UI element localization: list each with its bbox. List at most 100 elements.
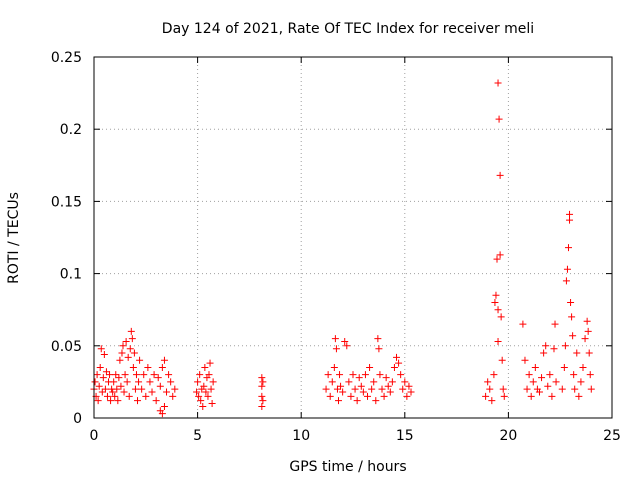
data-point bbox=[484, 378, 492, 386]
data-point bbox=[258, 374, 266, 382]
data-point bbox=[349, 371, 357, 379]
data-point bbox=[357, 382, 365, 390]
data-point bbox=[134, 397, 142, 405]
y-tick-label: 0.15 bbox=[51, 194, 82, 210]
data-point bbox=[584, 327, 592, 335]
data-point bbox=[382, 374, 390, 382]
data-point bbox=[523, 385, 531, 393]
data-point bbox=[121, 371, 129, 379]
data-point bbox=[158, 363, 166, 371]
data-point bbox=[359, 388, 367, 396]
data-point bbox=[132, 371, 140, 379]
data-point bbox=[378, 385, 386, 393]
data-point bbox=[142, 392, 150, 400]
data-point bbox=[535, 388, 543, 396]
data-point bbox=[499, 385, 507, 393]
data-point bbox=[130, 349, 138, 357]
data-point bbox=[324, 371, 332, 379]
data-point bbox=[492, 291, 500, 299]
data-point bbox=[570, 371, 578, 379]
data-point bbox=[361, 371, 369, 379]
data-point bbox=[336, 371, 344, 379]
data-point bbox=[486, 385, 494, 393]
data-point bbox=[568, 313, 576, 321]
data-point bbox=[374, 335, 382, 343]
data-point bbox=[332, 345, 340, 353]
data-point bbox=[498, 356, 506, 364]
data-point bbox=[116, 356, 124, 364]
data-point bbox=[163, 388, 171, 396]
data-point bbox=[117, 382, 125, 390]
data-point bbox=[122, 337, 130, 345]
data-point bbox=[575, 392, 583, 400]
data-point bbox=[401, 378, 409, 386]
data-point bbox=[573, 349, 581, 357]
data-point bbox=[495, 115, 503, 123]
data-point bbox=[351, 385, 359, 393]
data-point bbox=[109, 388, 117, 396]
data-point bbox=[380, 392, 388, 400]
data-point bbox=[97, 345, 105, 353]
data-point bbox=[540, 349, 548, 357]
data-point bbox=[384, 382, 392, 390]
data-point bbox=[114, 397, 122, 405]
data-point bbox=[388, 378, 396, 386]
data-point bbox=[259, 378, 267, 386]
data-point bbox=[209, 378, 217, 386]
data-point bbox=[343, 342, 351, 350]
data-point bbox=[390, 363, 398, 371]
data-point bbox=[566, 210, 574, 218]
y-tick-label: 0.1 bbox=[60, 267, 82, 283]
data-point bbox=[339, 388, 347, 396]
data-point bbox=[138, 385, 146, 393]
data-point bbox=[258, 392, 266, 400]
data-point bbox=[160, 402, 168, 410]
data-point bbox=[364, 392, 372, 400]
data-point bbox=[205, 371, 213, 379]
data-point bbox=[206, 359, 214, 367]
data-point bbox=[550, 345, 558, 353]
data-point bbox=[345, 378, 353, 386]
data-point bbox=[560, 363, 568, 371]
data-point bbox=[386, 388, 394, 396]
data-point bbox=[124, 353, 132, 361]
data-point bbox=[583, 317, 591, 325]
data-point bbox=[493, 255, 501, 263]
data-point bbox=[202, 388, 210, 396]
data-point bbox=[98, 388, 106, 396]
data-point bbox=[125, 392, 133, 400]
data-point bbox=[167, 378, 175, 386]
data-point bbox=[123, 378, 131, 386]
data-point bbox=[204, 392, 212, 400]
data-point bbox=[519, 320, 527, 328]
x-tick-label: 25 bbox=[603, 428, 621, 444]
data-point bbox=[207, 385, 215, 393]
data-point bbox=[194, 378, 202, 386]
data-point bbox=[548, 392, 556, 400]
data-point bbox=[375, 345, 383, 353]
data-point bbox=[199, 402, 207, 410]
data-point bbox=[577, 378, 585, 386]
data-point bbox=[103, 392, 111, 400]
data-point bbox=[95, 382, 103, 390]
data-point bbox=[112, 371, 120, 379]
data-point bbox=[140, 371, 148, 379]
x-tick-label: 0 bbox=[90, 428, 99, 444]
data-point bbox=[328, 378, 336, 386]
data-point bbox=[259, 397, 267, 405]
data-point bbox=[372, 397, 380, 405]
y-axis-label: ROTI / TECUs bbox=[6, 192, 22, 284]
data-point bbox=[521, 356, 529, 364]
data-point bbox=[494, 306, 502, 314]
data-points bbox=[90, 79, 595, 418]
data-point bbox=[148, 388, 156, 396]
data-point bbox=[196, 371, 204, 379]
data-point bbox=[113, 385, 121, 393]
data-point bbox=[488, 397, 496, 405]
data-point bbox=[93, 371, 101, 379]
x-tick-label: 5 bbox=[193, 428, 202, 444]
data-point bbox=[337, 382, 345, 390]
data-point bbox=[399, 385, 407, 393]
data-point bbox=[368, 385, 376, 393]
